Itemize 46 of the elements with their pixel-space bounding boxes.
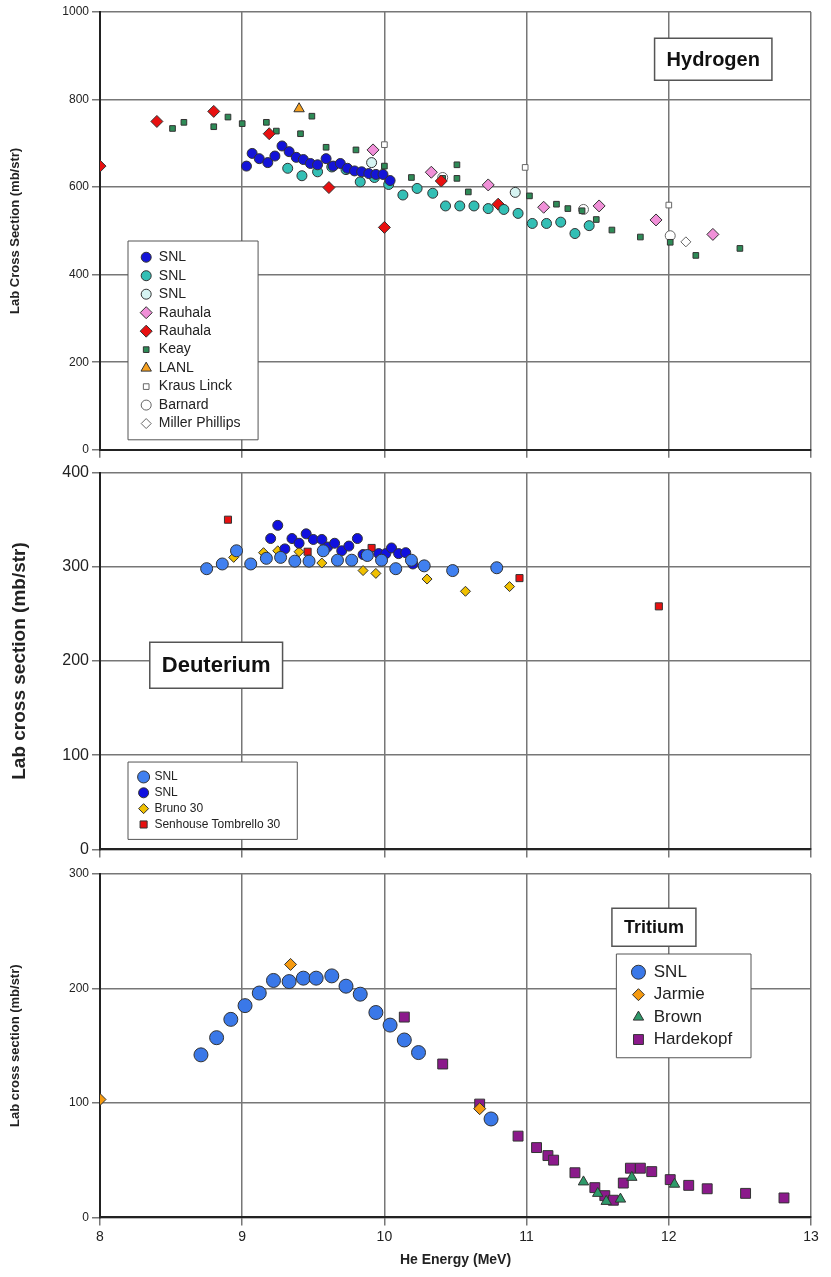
x-axis-title: He Energy (MeV): [399, 1251, 512, 1268]
legend-label: SNL: [154, 769, 179, 784]
legend-label: Keay: [158, 340, 191, 357]
y-axis-title: Lab cross section (mb/str): [7, 542, 29, 780]
legend-label: Bruno 30: [154, 800, 204, 815]
legend-label: LANL: [158, 358, 195, 375]
legend-label: SNL: [158, 285, 187, 302]
legend-label: SNL: [653, 961, 687, 981]
y-axis-title: Lab cross section (mb/str): [7, 964, 23, 1127]
y-tick-label: 300: [68, 866, 90, 881]
x-tick-label: 8: [96, 1227, 105, 1244]
x-tick-label: 10: [376, 1227, 393, 1244]
y-tick-label: 200: [62, 651, 90, 669]
y-tick-label: 0: [82, 442, 90, 457]
y-tick-label: 600: [68, 179, 90, 194]
x-tick-label: 13: [803, 1227, 819, 1244]
y-tick-label: 1000: [62, 4, 90, 19]
y-tick-label: 200: [68, 354, 90, 369]
legend-label: Jarmie: [653, 984, 705, 1004]
legend-label: Barnard: [158, 395, 209, 412]
y-tick-label: 800: [68, 91, 90, 106]
y-tick-label: 0: [82, 1209, 90, 1224]
legend-label: SNL: [158, 248, 187, 265]
x-tick-label: 12: [661, 1227, 677, 1244]
y-tick-label: 100: [62, 745, 90, 763]
y-axis-title: Lab Cross Section (mb/str): [7, 147, 23, 314]
legend-label: Rauhala: [158, 322, 212, 339]
legend-label: Miller Phillips: [158, 414, 241, 431]
y-tick-label: 400: [62, 463, 90, 481]
y-tick-label: 200: [68, 980, 90, 995]
legend-label: Hardekopf: [653, 1029, 733, 1049]
y-tick-label: 0: [80, 839, 90, 857]
text: Tritium: [623, 917, 684, 938]
text: Deuterium: [161, 652, 271, 678]
x-tick-label: 11: [519, 1227, 535, 1244]
legend-label: Kraus Linck: [158, 377, 233, 394]
legend-label: Brown: [653, 1006, 702, 1026]
legend-label: Senhouse Tombrello 30: [154, 816, 281, 831]
y-tick-label: 300: [62, 557, 90, 575]
x-tick-label: 9: [238, 1227, 247, 1244]
legend-label: SNL: [158, 266, 187, 283]
legend-label: Rauhala: [158, 303, 212, 320]
y-tick-label: 400: [68, 266, 90, 281]
text: Hydrogen: [666, 47, 760, 70]
legend-label: SNL: [154, 785, 179, 800]
y-tick-label: 100: [68, 1095, 90, 1110]
